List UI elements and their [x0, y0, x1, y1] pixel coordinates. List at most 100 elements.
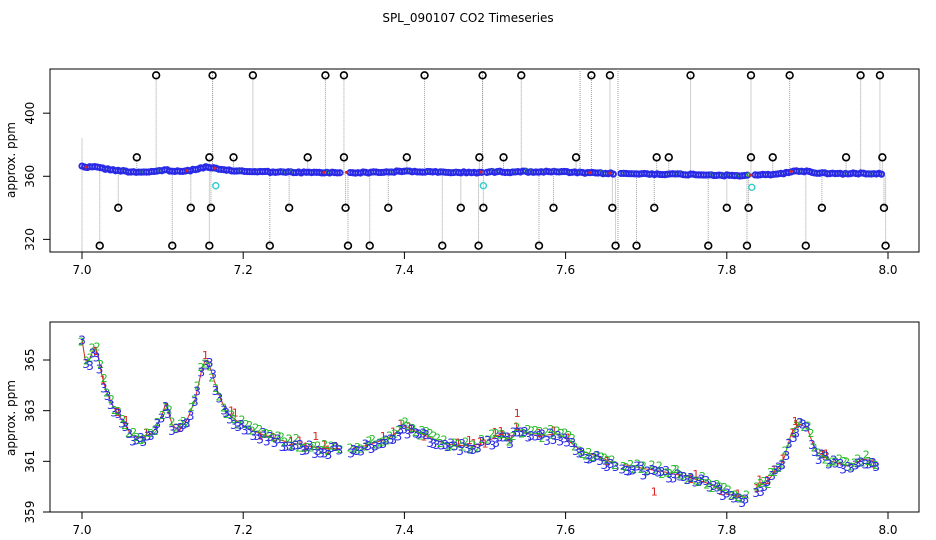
bottom-series-marker-2: 2 [569, 432, 576, 445]
top-data-point-red [588, 171, 592, 175]
bottom-series-marker-2: 2 [670, 463, 677, 476]
bottom-y-tick-label: 361 [23, 450, 37, 473]
bottom-series-line [758, 483, 763, 487]
bottom-series-line [762, 482, 766, 485]
top-data-point-red [749, 173, 753, 177]
bottom-series-line [800, 423, 805, 427]
bottom-series-marker-2: 2 [859, 456, 866, 469]
top-data-point [877, 170, 886, 178]
bottom-series-line [130, 433, 134, 436]
bottom-series-line [133, 435, 138, 438]
top-outlier-marker [841, 153, 851, 162]
bottom-series-line [687, 476, 692, 479]
top-outlier-marker [652, 153, 661, 162]
bottom-series-marker-2: 2 [576, 444, 583, 457]
bottom-series-marker-3: 3 [677, 470, 685, 484]
bottom-series-line [249, 428, 254, 431]
bottom-series: 2323232312323123232323123231232323232323… [78, 334, 880, 510]
bottom-series-marker-2: 2 [409, 422, 416, 435]
bottom-series-marker-1: 1 [93, 345, 100, 358]
bottom-series-marker-2: 2 [474, 441, 481, 454]
bottom-series-line [87, 353, 93, 363]
top-outlier-marker [205, 153, 214, 162]
bottom-series-line [175, 427, 180, 432]
bottom-series-marker-3: 3 [738, 496, 746, 510]
bottom-series-marker-3: 3 [629, 464, 637, 478]
bottom-series-line [829, 459, 834, 463]
bottom-series-marker-2: 2 [449, 439, 456, 452]
bottom-series-marker-2: 2 [703, 478, 710, 491]
bottom-series-marker-3: 3 [125, 427, 133, 441]
bottom-series-line [597, 455, 602, 459]
bottom-series-line [110, 401, 115, 409]
top-outlier-marker [474, 241, 483, 250]
bottom-series-marker-2: 2 [753, 480, 760, 493]
bottom-series-marker-1: 1 [770, 464, 777, 477]
bottom-series-marker-2: 2 [115, 405, 122, 418]
bottom-series-marker-3: 3 [463, 442, 471, 456]
bottom-series-line [143, 435, 147, 438]
bottom-series-marker-2: 2 [528, 425, 535, 438]
bottom-series-marker-3: 3 [220, 403, 228, 417]
bottom-series-marker-3: 3 [376, 438, 384, 452]
bottom-series-marker-3: 3 [808, 438, 816, 452]
bottom-series-marker-3: 3 [839, 463, 847, 477]
bottom-series-line [155, 420, 160, 428]
bottom-series-line [113, 407, 118, 414]
bottom-series-marker-3: 3 [347, 446, 355, 460]
top-x-tick-label: 7.6 [556, 263, 575, 277]
top-outlier-marker [746, 71, 756, 80]
bottom-series-marker-3: 3 [222, 406, 230, 420]
bottom-series-marker-2: 2 [441, 434, 448, 447]
bottom-series-marker-2: 2 [357, 443, 364, 456]
bottom-series-line [571, 443, 576, 447]
bottom-series-marker-3: 3 [852, 459, 860, 473]
bottom-series-marker-3: 3 [447, 437, 455, 451]
bottom-series-marker-2: 2 [634, 458, 641, 471]
bottom-series-marker-2: 2 [125, 427, 132, 440]
bottom-series-marker-2: 2 [721, 481, 728, 494]
top-outlier-marker [341, 203, 350, 213]
bottom-series-marker-3: 3 [187, 409, 195, 423]
bottom-series-marker-3: 3 [438, 438, 446, 452]
bottom-series-line [226, 412, 231, 417]
bottom-series-marker-2: 2 [658, 468, 665, 481]
bottom-series-marker-2: 2 [841, 455, 848, 468]
bottom-series-marker-2: 2 [532, 424, 539, 437]
bottom-series-marker-2: 2 [333, 441, 340, 454]
bottom-series-marker-1: 1 [866, 455, 873, 468]
bottom-series-marker-3: 3 [441, 438, 449, 452]
bottom-series-marker-2: 2 [493, 427, 500, 440]
bottom-series-marker-2: 2 [518, 427, 525, 440]
bottom-series-line [797, 423, 802, 426]
bottom-series-marker-3: 3 [532, 429, 540, 443]
bottom-series-marker-2: 2 [496, 428, 503, 441]
bottom-series-marker-2: 2 [644, 465, 651, 478]
bottom-series-marker-3: 3 [263, 435, 271, 449]
bottom-series-line [197, 372, 202, 387]
bottom-series-marker-2: 2 [623, 461, 630, 474]
bottom-series-marker-2: 2 [235, 419, 242, 432]
bottom-series-marker-1: 1 [143, 427, 150, 440]
bottom-series-marker-2: 2 [288, 439, 295, 452]
bottom-series-marker-2: 2 [256, 423, 263, 436]
bottom-series-marker-3: 3 [521, 425, 529, 439]
bottom-series-marker-3: 3 [100, 382, 108, 396]
bottom-series-marker-3: 3 [665, 472, 673, 486]
bottom-series-marker-2: 2 [589, 451, 596, 464]
bottom-series-marker-3: 3 [651, 464, 659, 478]
bottom-series-marker-3: 3 [687, 471, 695, 485]
bottom-series-marker-2: 2 [180, 415, 187, 428]
top-outlier-marker [339, 71, 349, 80]
bottom-series-line [806, 428, 812, 438]
bottom-series-marker-2: 2 [166, 404, 173, 417]
bottom-series-marker-2: 2 [405, 420, 412, 433]
bottom-series-marker-2: 2 [598, 450, 605, 463]
bottom-series-marker-2: 2 [728, 489, 735, 502]
bottom-series-marker-3: 3 [576, 446, 584, 460]
bottom-series-marker-1: 1 [651, 486, 658, 499]
bottom-series-line [488, 438, 492, 441]
bottom-series-line [816, 451, 821, 455]
bottom-series-marker-1: 1 [420, 430, 427, 443]
top-outlier-marker [879, 203, 889, 213]
